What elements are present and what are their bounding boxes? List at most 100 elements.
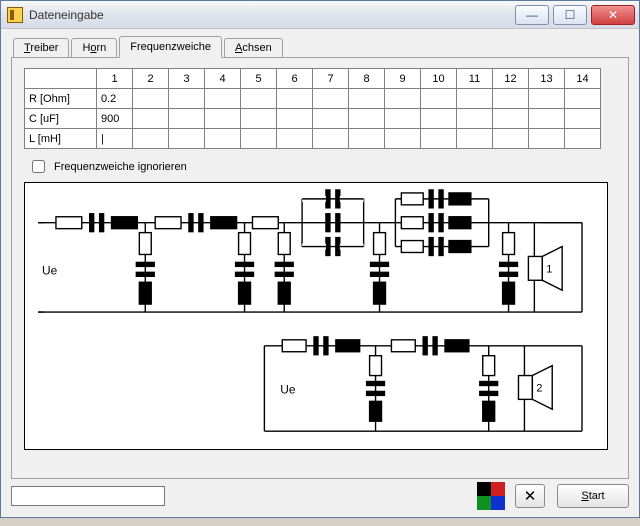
table-cell[interactable] [277, 109, 313, 129]
table-row-label: L [mH] [25, 129, 97, 149]
table-col-header: 14 [565, 69, 601, 89]
tab-strip: Treiber Horn Frequenzweiche Achsen [13, 35, 629, 57]
tab-treiber[interactable]: Treiber [13, 38, 69, 58]
table-cell[interactable] [349, 129, 385, 149]
tab-treiber-label: reiber [30, 42, 58, 54]
tab-achsen[interactable]: Achsen [224, 38, 283, 58]
tab-achsen-label: chsen [242, 42, 271, 54]
table-row-label: C [uF] [25, 109, 97, 129]
table-cell[interactable] [97, 89, 133, 109]
table-cell[interactable] [385, 109, 421, 129]
table-cell[interactable] [133, 89, 169, 109]
data-table: 1234567891011121314 R [Ohm]C [uF]L [mH] [24, 68, 601, 149]
app-icon [7, 7, 23, 23]
table-row: L [mH] [25, 129, 601, 149]
table-row: C [uF] [25, 109, 601, 129]
table-cell[interactable] [169, 89, 205, 109]
window-frame: Dateneingabe — ☐ ✕ Treiber Horn Frequenz… [0, 0, 640, 518]
table-cell-input[interactable] [101, 129, 128, 148]
table-row: R [Ohm] [25, 89, 601, 109]
table-cell[interactable] [205, 109, 241, 129]
table-cell[interactable] [241, 109, 277, 129]
minimize-button[interactable]: — [515, 5, 549, 25]
ignore-crossover-checkbox[interactable] [32, 160, 45, 173]
speaker1-label: 1 [546, 263, 552, 275]
cancel-button[interactable]: ✕ [515, 484, 545, 508]
table-cell-input[interactable] [101, 89, 128, 108]
titlebar[interactable]: Dateneingabe — ☐ ✕ [1, 1, 639, 29]
tab-frequenzweiche[interactable]: Frequenzweiche [119, 36, 222, 58]
palette-swatch[interactable] [477, 496, 491, 510]
color-palette[interactable] [477, 482, 505, 510]
table-cell[interactable] [169, 109, 205, 129]
table-cell[interactable] [313, 129, 349, 149]
table-cell[interactable] [277, 89, 313, 109]
table-cell[interactable] [529, 129, 565, 149]
maximize-button[interactable]: ☐ [553, 5, 587, 25]
bottom-bar: ✕ Start [11, 481, 629, 511]
table-cell[interactable] [133, 129, 169, 149]
speaker2-label: 2 [536, 382, 542, 394]
table-cell[interactable] [565, 109, 601, 129]
ignore-crossover-label: Frequenzweiche ignorieren [54, 161, 187, 173]
table-cell[interactable] [493, 89, 529, 109]
table-cell[interactable] [457, 109, 493, 129]
table-cell[interactable] [97, 129, 133, 149]
start-button[interactable]: Start [557, 484, 629, 508]
table-cell[interactable] [457, 89, 493, 109]
table-cell[interactable] [529, 109, 565, 129]
tab-panel: 1234567891011121314 R [Ohm]C [uF]L [mH] … [11, 57, 629, 479]
table-cell[interactable] [385, 89, 421, 109]
ue-label-2: Ue [280, 382, 296, 396]
table-cell-input[interactable] [101, 109, 128, 128]
palette-swatch[interactable] [491, 482, 505, 496]
palette-swatch[interactable] [491, 496, 505, 510]
tab-horn[interactable]: Horn [71, 38, 117, 58]
table-corner [25, 69, 97, 89]
close-button[interactable]: ✕ [591, 5, 635, 25]
table-col-header: 11 [457, 69, 493, 89]
window-title: Dateneingabe [29, 8, 515, 22]
table-cell[interactable] [421, 109, 457, 129]
table-cell[interactable] [97, 109, 133, 129]
status-input[interactable] [11, 486, 165, 506]
start-button-label: tart [589, 490, 605, 502]
table-cell[interactable] [529, 89, 565, 109]
table-cell[interactable] [421, 129, 457, 149]
table-cell[interactable] [241, 89, 277, 109]
table-col-header: 13 [529, 69, 565, 89]
table-cell[interactable] [133, 109, 169, 129]
table-cell[interactable] [313, 109, 349, 129]
table-col-header: 6 [277, 69, 313, 89]
client-area: Treiber Horn Frequenzweiche Achsen 12345… [1, 29, 639, 517]
tab-frequenzweiche-label: Frequenzweiche [130, 41, 211, 53]
table-col-header: 5 [241, 69, 277, 89]
table-col-header: 12 [493, 69, 529, 89]
table-cell[interactable] [349, 89, 385, 109]
table-col-header: 7 [313, 69, 349, 89]
table-cell[interactable] [457, 129, 493, 149]
circuit-diagram: Ue [24, 182, 608, 450]
table-cell[interactable] [493, 109, 529, 129]
palette-swatch[interactable] [477, 482, 491, 496]
table-col-header: 1 [97, 69, 133, 89]
table-col-header: 10 [421, 69, 457, 89]
table-col-header: 9 [385, 69, 421, 89]
table-cell[interactable] [205, 129, 241, 149]
table-cell[interactable] [169, 129, 205, 149]
table-cell[interactable] [349, 109, 385, 129]
table-col-header: 2 [133, 69, 169, 89]
table-cell[interactable] [565, 129, 601, 149]
table-cell[interactable] [565, 89, 601, 109]
ue-label-1: Ue [42, 263, 58, 277]
table-cell[interactable] [421, 89, 457, 109]
table-row-label: R [Ohm] [25, 89, 97, 109]
table-cell[interactable] [493, 129, 529, 149]
table-cell[interactable] [241, 129, 277, 149]
cancel-icon: ✕ [524, 487, 537, 505]
table-cell[interactable] [313, 89, 349, 109]
table-cell[interactable] [205, 89, 241, 109]
table-cell[interactable] [277, 129, 313, 149]
table-cell[interactable] [385, 129, 421, 149]
table-col-header: 3 [169, 69, 205, 89]
